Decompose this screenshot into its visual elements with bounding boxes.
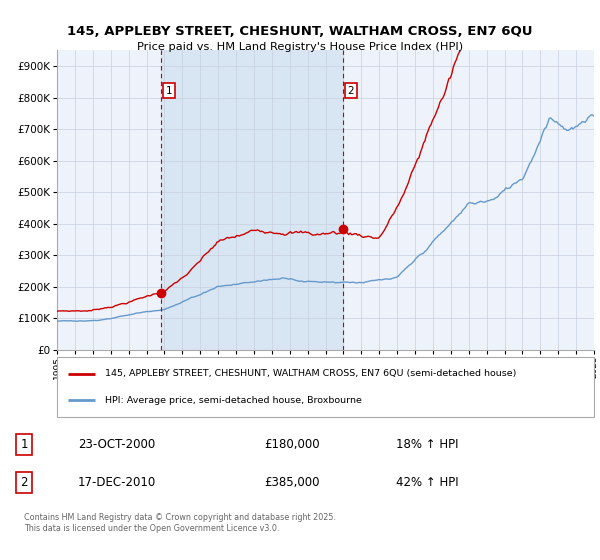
Text: HPI: Average price, semi-detached house, Broxbourne: HPI: Average price, semi-detached house,… — [106, 396, 362, 405]
Text: 2: 2 — [347, 86, 354, 96]
Bar — [161, 50, 343, 350]
Text: 145, APPLEBY STREET, CHESHUNT, WALTHAM CROSS, EN7 6QU: 145, APPLEBY STREET, CHESHUNT, WALTHAM C… — [67, 25, 533, 38]
Text: 1: 1 — [166, 86, 172, 96]
Text: Contains HM Land Registry data © Crown copyright and database right 2025.
This d: Contains HM Land Registry data © Crown c… — [24, 514, 336, 533]
Text: 18% ↑ HPI: 18% ↑ HPI — [396, 438, 458, 451]
Text: 145, APPLEBY STREET, CHESHUNT, WALTHAM CROSS, EN7 6QU (semi-detached house): 145, APPLEBY STREET, CHESHUNT, WALTHAM C… — [106, 369, 517, 378]
Text: Price paid vs. HM Land Registry's House Price Index (HPI): Price paid vs. HM Land Registry's House … — [137, 42, 463, 52]
Text: 42% ↑ HPI: 42% ↑ HPI — [396, 476, 458, 489]
Text: £180,000: £180,000 — [264, 438, 320, 451]
Text: 23-OCT-2000: 23-OCT-2000 — [78, 438, 155, 451]
Text: £385,000: £385,000 — [264, 476, 320, 489]
Text: 17-DEC-2010: 17-DEC-2010 — [78, 476, 156, 489]
Text: 2: 2 — [20, 476, 28, 489]
Text: 1: 1 — [20, 438, 28, 451]
